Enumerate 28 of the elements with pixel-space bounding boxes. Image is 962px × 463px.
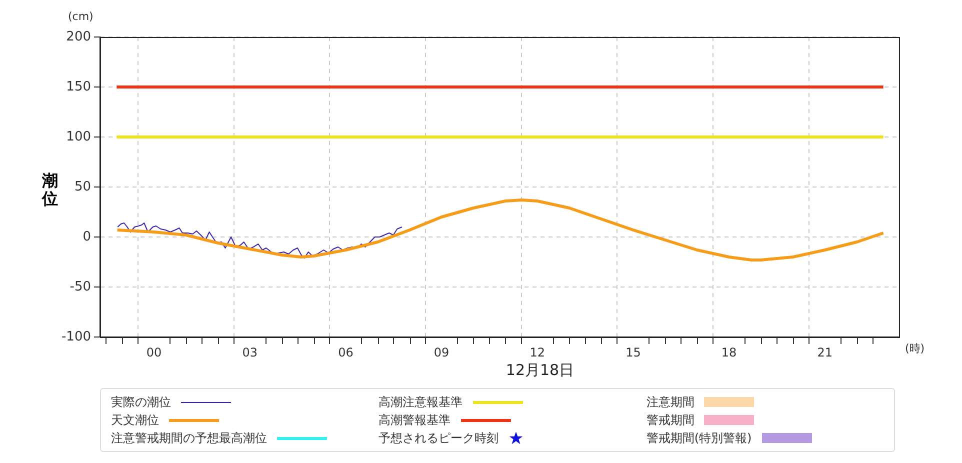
x-tick-label: 18 <box>721 345 737 360</box>
legend-label: 高潮注意報基準 <box>378 394 463 410</box>
y-tick-label: 150 <box>66 79 91 94</box>
legend-label: 予想されるピーク時刻 <box>378 430 499 446</box>
legend-label: 警戒期間 <box>646 412 694 428</box>
y-axis-title: 潮位 <box>40 171 59 208</box>
legend-label: 警戒期間(特別警報) <box>646 430 752 446</box>
x-tick-label: 00 <box>146 345 162 360</box>
legend-label: 実際の潮位 <box>111 394 171 410</box>
y-tick-label: 200 <box>66 29 91 44</box>
x-tick-label: 06 <box>338 345 354 360</box>
x-tick-label: 09 <box>434 345 450 360</box>
x-tick-label: 12 <box>530 345 546 360</box>
y-tick-label: 50 <box>74 179 91 194</box>
y-tick-label: -50 <box>70 279 91 294</box>
legend-label: 高潮警報基準 <box>378 412 451 428</box>
x-tick-label: 21 <box>817 345 833 360</box>
text: (時) <box>905 341 925 356</box>
legend-label: 天文潮位 <box>111 412 159 428</box>
y-tick-label: 100 <box>66 129 91 144</box>
text: (cm) <box>68 10 94 23</box>
y-tick-label: 0 <box>82 229 91 244</box>
legend-label: 注意警戒期間の予想最高潮位 <box>111 430 267 446</box>
x-tick-label: 03 <box>242 345 258 360</box>
legend-label: 注意期間 <box>646 394 694 410</box>
x-tick-label: 15 <box>626 345 641 360</box>
x-axis-title: 12月18日 <box>504 361 576 380</box>
y-tick-label: -100 <box>61 329 91 344</box>
